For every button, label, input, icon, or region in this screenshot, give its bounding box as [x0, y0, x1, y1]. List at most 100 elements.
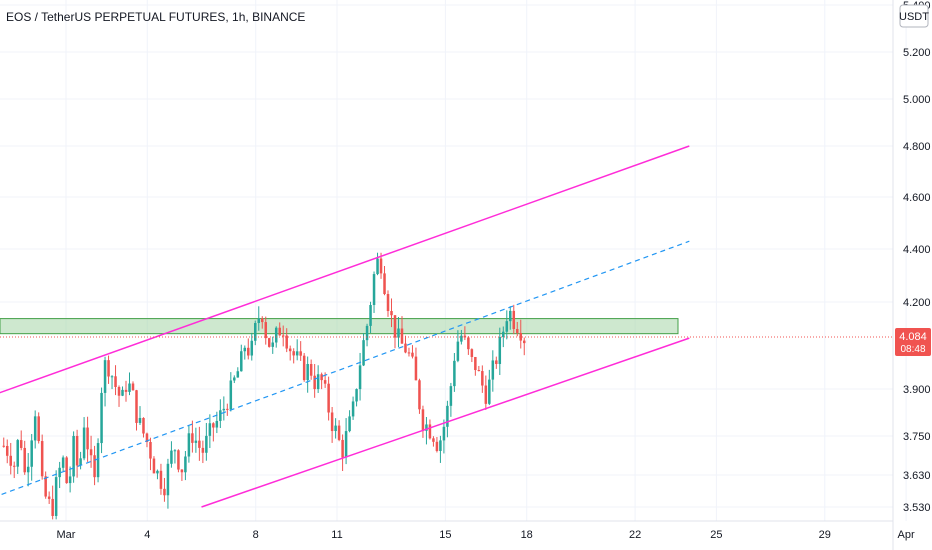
resistance-zone[interactable]: [0, 318, 679, 335]
candle: [79, 451, 82, 470]
candle: [281, 325, 285, 347]
candle: [439, 435, 442, 463]
x-tick-label: 25: [710, 529, 722, 541]
candle: [425, 417, 428, 445]
y-tick-label: 4.800: [903, 141, 931, 153]
y-tick-label: 5.000: [903, 94, 931, 106]
candle: [428, 419, 432, 440]
candle: [68, 466, 72, 493]
candle: [226, 403, 229, 416]
channel-upper-line[interactable]: [0, 145, 690, 408]
candle: [463, 326, 467, 341]
candle: [379, 252, 383, 279]
candle: [470, 348, 474, 363]
candle: [467, 336, 470, 355]
candle: [442, 419, 446, 454]
candle: [219, 399, 222, 429]
candle: [33, 410, 37, 449]
candle: [260, 316, 264, 329]
candle: [159, 463, 163, 495]
candle: [198, 426, 201, 461]
candle: [495, 356, 498, 369]
candle: [299, 341, 302, 361]
candle: [138, 406, 142, 425]
candle: [341, 434, 344, 472]
candle: [313, 364, 316, 398]
y-tick-label: 5.200: [903, 47, 931, 59]
candle: [267, 337, 271, 348]
channel-mid-line[interactable]: [0, 240, 690, 500]
candle: [37, 412, 40, 444]
candle: [516, 321, 519, 337]
candle: [152, 456, 156, 474]
candle: [107, 355, 110, 384]
candle: [295, 339, 299, 361]
candle: [522, 337, 526, 356]
candle: [23, 440, 26, 475]
candle: [383, 266, 386, 296]
candle: [163, 477, 166, 502]
candle: [26, 453, 30, 487]
candle: [505, 310, 509, 340]
candle: [170, 441, 173, 468]
candle: [65, 456, 68, 484]
candle: [418, 378, 421, 414]
candle: [285, 328, 288, 353]
candle: [327, 376, 330, 421]
y-tick-label: 3.750: [903, 431, 931, 443]
candle: [456, 330, 460, 363]
candle: [236, 367, 240, 378]
candle: [491, 350, 495, 392]
x-tick-label: 11: [331, 529, 342, 541]
price-axis[interactable]: 5.4005.2005.0004.8004.6004.4004.2003.900…: [903, 0, 931, 514]
candle: [89, 435, 93, 468]
candle: [44, 471, 47, 499]
candle: [82, 417, 86, 461]
currency-button[interactable]: USDT: [899, 4, 929, 28]
candle: [75, 429, 79, 478]
candle: [166, 458, 170, 509]
candle: [376, 252, 379, 276]
candle: [257, 306, 261, 331]
candle: [124, 380, 128, 402]
x-tick-label: Mar: [57, 529, 76, 541]
candle: [86, 416, 89, 462]
last-price-badge: [895, 328, 931, 356]
candle: [449, 382, 453, 417]
candle: [278, 322, 281, 336]
y-tick-label: 3.530: [903, 502, 931, 514]
candle: [54, 470, 58, 520]
y-tick-label: 3.900: [903, 384, 931, 396]
candle: [320, 372, 323, 390]
x-tick-label: 15: [439, 529, 451, 541]
candle: [512, 304, 516, 335]
channel-lower-line[interactable]: [201, 337, 690, 508]
candle: [117, 385, 121, 407]
candle: [135, 389, 138, 431]
x-tick-label: Apr: [898, 529, 915, 541]
candle: [240, 344, 243, 372]
candle: [30, 434, 33, 481]
candle: [40, 434, 44, 480]
candle: [397, 317, 400, 348]
candle: [264, 316, 268, 345]
candle: [247, 338, 250, 360]
candle: [229, 372, 233, 412]
chart-title: EOS / TetherUS PERPETUAL FUTURES, 1h, BI…: [6, 10, 305, 24]
candle: [9, 442, 12, 475]
candle: [128, 372, 131, 396]
candle: [212, 422, 215, 442]
candle: [103, 356, 107, 407]
candle: [149, 437, 152, 471]
candle: [502, 326, 505, 348]
candle: [184, 450, 187, 481]
currency-label: USDT: [899, 11, 929, 23]
candle: [362, 333, 365, 367]
time-axis[interactable]: Mar 4 8 11 15 18 22 25 29 Apr: [57, 529, 915, 541]
candle: [460, 329, 463, 345]
candle: [302, 353, 306, 382]
candle: [498, 327, 502, 376]
